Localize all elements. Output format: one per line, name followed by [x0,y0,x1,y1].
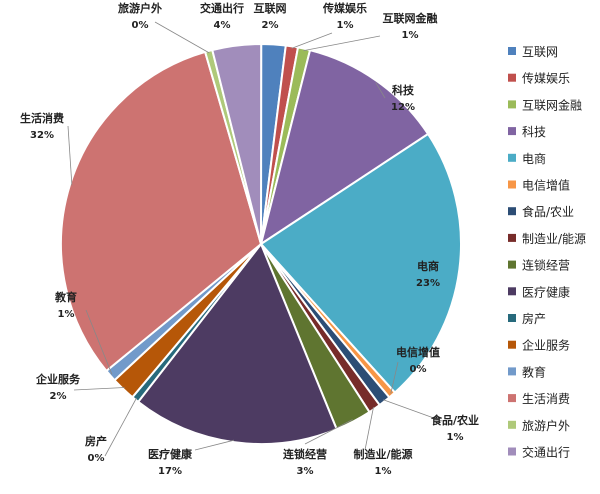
data-label-name-12: 企业服务 [35,372,81,386]
leader-line-8 [364,406,374,451]
legend-swatch-11 [508,314,516,322]
legend-label-4: 科技 [522,125,546,139]
data-label-value-13: 1% [58,309,75,320]
legend-label-6: 电信增值 [522,178,570,193]
legend-label-15: 旅游户外 [522,418,570,433]
pie-slice-5 [259,132,462,394]
data-label-name-13: 教育 [54,290,77,304]
pie-slice-4 [259,48,430,247]
data-label-name-9: 连锁经营 [283,447,327,461]
data-label-value-3: 1% [402,30,419,41]
data-label-name-11: 房产 [85,434,107,448]
data-label-value-16: 4% [214,20,231,31]
legend-label-5: 电商 [522,151,546,166]
legend-swatch-8 [508,233,516,242]
leader-line-6 [390,361,399,394]
legend-swatch-3 [508,100,516,109]
data-label-value-9: 3% [297,466,314,477]
data-label-name-6: 电信增值 [396,345,440,359]
data-label-name-2: 传媒娱乐 [322,1,367,15]
data-label-name-8: 制造业/能源 [353,447,412,461]
data-label-name-15: 旅游户外 [118,1,162,15]
data-label-name-3: 互联网金融 [383,11,438,25]
legend-label-3: 互联网金融 [522,97,582,112]
data-label-value-12: 2% [50,391,67,402]
data-label-value-1: 2% [262,20,279,31]
leader-line-15 [154,21,210,54]
legend-label-16: 交通出行 [522,445,570,460]
data-label-name-7: 食品/农业 [431,413,479,427]
data-label-value-7: 1% [447,432,464,443]
legend-label-1: 互联网 [522,45,558,59]
leader-lines [67,21,443,457]
legend-swatch-7 [508,207,516,216]
leader-line-3 [303,35,381,51]
leader-line-7 [383,399,443,422]
legend: 互联网传媒娱乐互联网金融科技电商电信增值食品/农业制造业/能源连锁经营医疗健康房… [508,45,586,460]
leader-line-14 [67,125,73,186]
leader-line-11 [104,397,137,457]
leader-line-2 [291,32,333,49]
data-labels: 互联网 2% 传媒娱乐 1% 互联网金融 1% 科技 12% 电商 23% 电信增值 0% 食品/农业 1… [20,1,479,477]
legend-swatch-13 [508,367,516,376]
legend-swatch-4 [508,127,516,136]
data-label-value-5: 23% [416,278,440,289]
pie-slice-16 [211,42,263,245]
legend-label-9: 连锁经营 [522,258,570,273]
legend-swatch-10 [508,287,516,296]
data-label-name-1: 互联网 [254,1,287,15]
data-label-value-15: 0% [132,20,149,31]
legend-label-12: 企业服务 [522,338,570,353]
pie-slice-14 [60,50,263,373]
data-label-name-14: 生活消费 [20,111,64,125]
legend-swatch-12 [508,340,516,349]
data-label-value-6: 0% [410,364,427,375]
data-label-name-10: 医疗健康 [148,447,193,461]
data-label-name-4: 科技 [392,83,415,97]
legend-swatch-9 [508,260,516,269]
data-label-value-4: 12% [391,102,415,113]
leader-line-9 [304,419,353,445]
data-label-value-10: 17% [158,466,182,477]
legend-label-2: 传媒娱乐 [522,71,570,86]
leader-line-4 [375,82,386,99]
pie-slices [60,42,462,445]
data-label-name-5: 电商 [417,259,439,273]
legend-label-7: 食品/农业 [522,204,574,219]
legend-label-11: 房产 [522,311,546,326]
legend-label-8: 制造业/能源 [522,232,586,246]
data-label-value-14: 32% [30,130,54,141]
leader-line-12 [73,387,125,391]
legend-swatch-15 [508,420,516,429]
legend-swatch-6 [508,180,516,189]
legend-label-10: 医疗健康 [522,284,570,299]
legend-label-14: 生活消费 [522,392,570,406]
pie-slice-10 [136,242,338,445]
data-label-value-11: 0% [88,453,105,464]
data-label-name-16: 交通出行 [200,1,244,15]
legend-swatch-2 [508,73,516,82]
legend-swatch-1 [508,47,516,55]
leader-line-10 [194,439,235,451]
data-label-value-8: 1% [375,466,392,477]
legend-label-13: 教育 [522,364,546,379]
legend-swatch-16 [508,447,516,456]
legend-swatch-5 [508,153,516,162]
leader-line-13 [85,309,113,375]
legend-swatch-14 [508,394,516,403]
data-label-value-2: 1% [337,20,354,31]
